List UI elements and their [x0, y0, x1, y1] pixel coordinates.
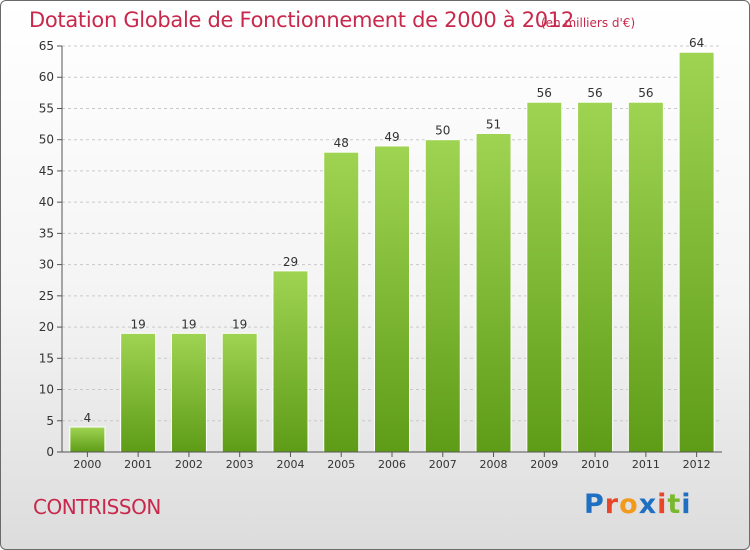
logo-letter: i [657, 489, 668, 520]
bar-2001 [120, 332, 157, 453]
y-tick-label: 60 [39, 70, 54, 84]
y-tick-label: 20 [39, 320, 54, 334]
bar-value-label: 4 [84, 411, 92, 425]
x-tick-label: 2002 [175, 458, 203, 471]
x-tick-label: 2005 [327, 458, 355, 471]
bar-value-label: 19 [181, 317, 196, 331]
bar-value-label: 29 [283, 255, 298, 269]
x-tick-label: 2011 [632, 458, 660, 471]
logo-letter: r [604, 489, 620, 520]
bar-2011 [627, 101, 664, 453]
bar-value-label: 50 [435, 124, 450, 138]
bar-2012 [678, 51, 715, 453]
bar-2010 [577, 101, 614, 453]
bar-2009 [526, 101, 563, 453]
y-tick-label: 40 [39, 195, 54, 209]
x-tick-label: 2001 [124, 458, 152, 471]
y-tick-label: 0 [46, 445, 54, 459]
bar-value-label: 56 [587, 86, 602, 100]
y-axis-ticks: 0 5 10 15 20 25 30 35 40 45 50 55 60 65 [39, 39, 63, 459]
chart-subtitle: (en milliers d'€) [541, 16, 636, 30]
commune-name: CONTRISSON [33, 495, 161, 519]
logo-letter: o [619, 489, 639, 520]
bar-value-label: 56 [638, 86, 653, 100]
logo-letter: i [681, 489, 692, 520]
logo-letter: x [638, 489, 658, 520]
bars: 4 19 19 19 29 48 49 50 51 56 56 56 64 [69, 36, 715, 453]
bar-value-label: 64 [689, 36, 704, 50]
x-tick-label: 2012 [683, 458, 711, 471]
bar-2007 [424, 139, 461, 453]
x-tick-label: 2004 [276, 458, 304, 471]
y-tick-label: 55 [39, 101, 54, 115]
bar-2008 [475, 132, 512, 453]
bar-value-label: 19 [131, 317, 146, 331]
y-tick-label: 10 [39, 383, 54, 397]
bar-value-label: 48 [334, 136, 349, 150]
logo-letter: P [584, 489, 605, 520]
bar-value-label: 51 [486, 117, 501, 131]
y-tick-label: 30 [39, 258, 54, 272]
x-tick-label: 2007 [429, 458, 457, 471]
y-tick-label: 25 [39, 289, 54, 303]
bar-2003 [221, 332, 258, 453]
y-tick-label: 5 [46, 414, 54, 428]
x-axis-ticks: 2000 2001 2002 2003 2004 2005 2006 2007 2008 2009… [62, 451, 722, 471]
bar-value-label: 49 [384, 130, 399, 144]
y-tick-label: 15 [39, 351, 54, 365]
x-tick-label: 2003 [226, 458, 254, 471]
logo-letter: t [667, 489, 682, 520]
bar-value-label: 19 [232, 317, 247, 331]
bar-2000 [69, 426, 106, 453]
x-tick-label: 2006 [378, 458, 406, 471]
bar-2002 [170, 332, 207, 453]
bar-2004 [272, 270, 309, 453]
chart-title: Dotation Globale de Fonctionnement de 20… [29, 8, 574, 32]
y-tick-label: 45 [39, 164, 54, 178]
y-tick-label: 50 [39, 133, 54, 147]
y-tick-label: 65 [39, 39, 54, 53]
x-tick-label: 2000 [73, 458, 101, 471]
x-tick-label: 2009 [530, 458, 558, 471]
x-tick-label: 2010 [581, 458, 609, 471]
proxiti-logo: Proxiti [584, 489, 692, 520]
y-tick-label: 35 [39, 226, 54, 240]
bar-2006 [374, 145, 410, 453]
x-tick-label: 2008 [480, 458, 508, 471]
bar-value-label: 56 [537, 86, 552, 100]
bar-2005 [323, 151, 360, 453]
